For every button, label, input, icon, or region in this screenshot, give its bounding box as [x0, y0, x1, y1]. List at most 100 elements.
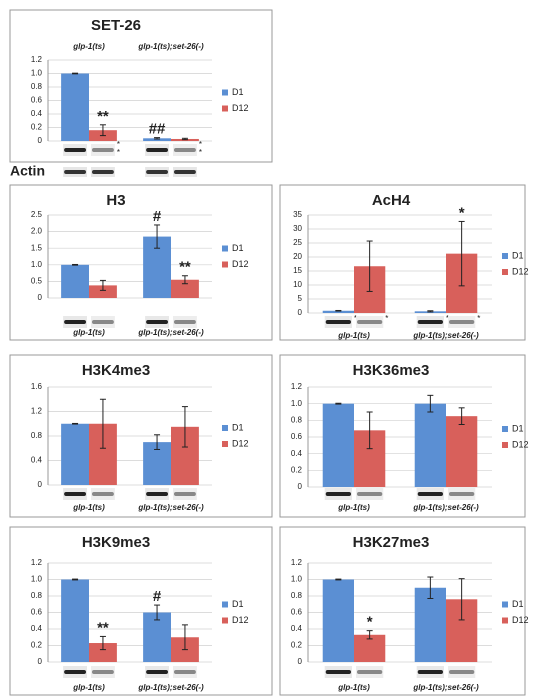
panel-frame: [9, 9, 273, 163]
legend-label: D1: [232, 243, 244, 253]
bar: [322, 403, 354, 487]
blot-marker: *: [117, 140, 120, 149]
panel-frame: [279, 354, 526, 518]
blot-band: [174, 148, 196, 152]
category-label: glp-1(ts);set-26(-): [412, 683, 479, 692]
bar: [143, 612, 171, 662]
bar: [61, 579, 89, 662]
bar: [446, 416, 478, 487]
bar: [414, 587, 446, 662]
panel-title: H3K36me3: [353, 362, 430, 379]
y-tick-label: 0.4: [291, 449, 303, 458]
blot-band: [449, 670, 475, 674]
y-tick-label: 0: [38, 136, 43, 145]
category-label: glp-1(ts);set-26(-): [137, 683, 204, 692]
y-tick-label: 0.2: [291, 465, 303, 474]
legend-swatch: [222, 601, 228, 608]
y-tick-label: 20: [293, 252, 302, 261]
legend-swatch: [502, 426, 508, 432]
category-label: glp-1(ts): [72, 42, 105, 51]
y-tick-label: 1.2: [291, 382, 303, 391]
actin-band: [174, 170, 196, 174]
bar: [89, 285, 117, 298]
blot-marker: *: [385, 314, 388, 323]
category-label: glp-1(ts);set-26(-): [137, 42, 204, 51]
panel-frame: [9, 354, 273, 518]
y-tick-label: 0.4: [31, 456, 43, 465]
y-tick-label: 0.6: [31, 96, 43, 105]
category-label: glp-1(ts): [337, 683, 370, 692]
blot-band: [449, 320, 475, 324]
legend-swatch: [222, 617, 228, 624]
bar: [414, 403, 446, 487]
significance-label: #: [153, 208, 162, 225]
legend-swatch: [222, 105, 228, 112]
panel-title: H3K9me3: [82, 534, 150, 551]
legend-label: D12: [232, 103, 249, 113]
legend-swatch: [222, 425, 228, 431]
legend-swatch: [502, 601, 508, 608]
blot-marker: *: [117, 148, 120, 157]
legend-swatch: [222, 261, 228, 268]
y-tick-label: 0.4: [31, 624, 43, 633]
panel-frame: [9, 526, 273, 696]
bar: [322, 579, 354, 662]
legend-label: D12: [512, 266, 529, 276]
actin-band: [64, 170, 86, 174]
bar: [171, 279, 199, 298]
category-label: glp-1(ts): [337, 331, 370, 340]
panel-frame: [279, 184, 526, 341]
y-tick-label: 0.8: [291, 415, 303, 424]
y-tick-label: 1.2: [31, 558, 43, 567]
y-tick-label: 0.2: [31, 123, 43, 132]
y-tick-label: 0: [298, 308, 303, 317]
y-tick-label: 5: [298, 294, 303, 303]
loading-control-label: Actin: [10, 163, 45, 179]
category-label: glp-1(ts): [337, 503, 370, 512]
category-label: glp-1(ts);set-26(-): [137, 503, 204, 512]
y-tick-label: 0.2: [291, 641, 303, 650]
y-tick-label: 1.5: [31, 243, 43, 252]
significance-label: #: [153, 588, 162, 605]
category-label: glp-1(ts): [72, 328, 105, 337]
y-tick-label: 0.2: [31, 641, 43, 650]
blot-band: [146, 320, 168, 324]
legend-label: D1: [232, 422, 244, 432]
actin-band: [92, 170, 114, 174]
blot-band: [174, 670, 196, 674]
y-tick-label: 0.4: [291, 624, 303, 633]
bar: [143, 138, 171, 141]
panel-title: AcH4: [372, 192, 411, 209]
category-label: glp-1(ts): [72, 503, 105, 512]
blot-band: [357, 492, 383, 496]
legend-label: D1: [512, 599, 524, 609]
y-tick-label: 0.6: [291, 608, 303, 617]
y-tick-label: 2.5: [31, 210, 43, 219]
blot-band: [174, 320, 196, 324]
category-label: glp-1(ts);set-26(-): [412, 331, 479, 340]
blot-band: [92, 148, 114, 152]
significance-label: **: [179, 259, 191, 276]
bar: [322, 310, 354, 313]
legend-label: D12: [232, 615, 249, 625]
legend-swatch: [502, 253, 508, 259]
panel-title: SET-26: [91, 17, 141, 34]
blot-band: [357, 670, 383, 674]
significance-label: **: [97, 108, 109, 125]
legend-swatch: [502, 442, 508, 448]
y-tick-label: 10: [293, 280, 302, 289]
significance-label: *: [367, 614, 373, 631]
y-tick-label: 1.0: [31, 260, 43, 269]
y-tick-label: 0: [38, 657, 43, 666]
blot-band: [64, 148, 86, 152]
blot-marker: *: [199, 148, 202, 157]
y-tick-label: 0.8: [31, 431, 43, 440]
y-tick-label: 15: [293, 266, 302, 275]
legend-swatch: [222, 245, 228, 252]
bar: [61, 423, 89, 485]
panel-title: H3: [106, 192, 125, 209]
y-tick-label: 0: [38, 293, 43, 302]
y-tick-label: 1.6: [31, 382, 43, 391]
actin-band: [146, 170, 168, 174]
